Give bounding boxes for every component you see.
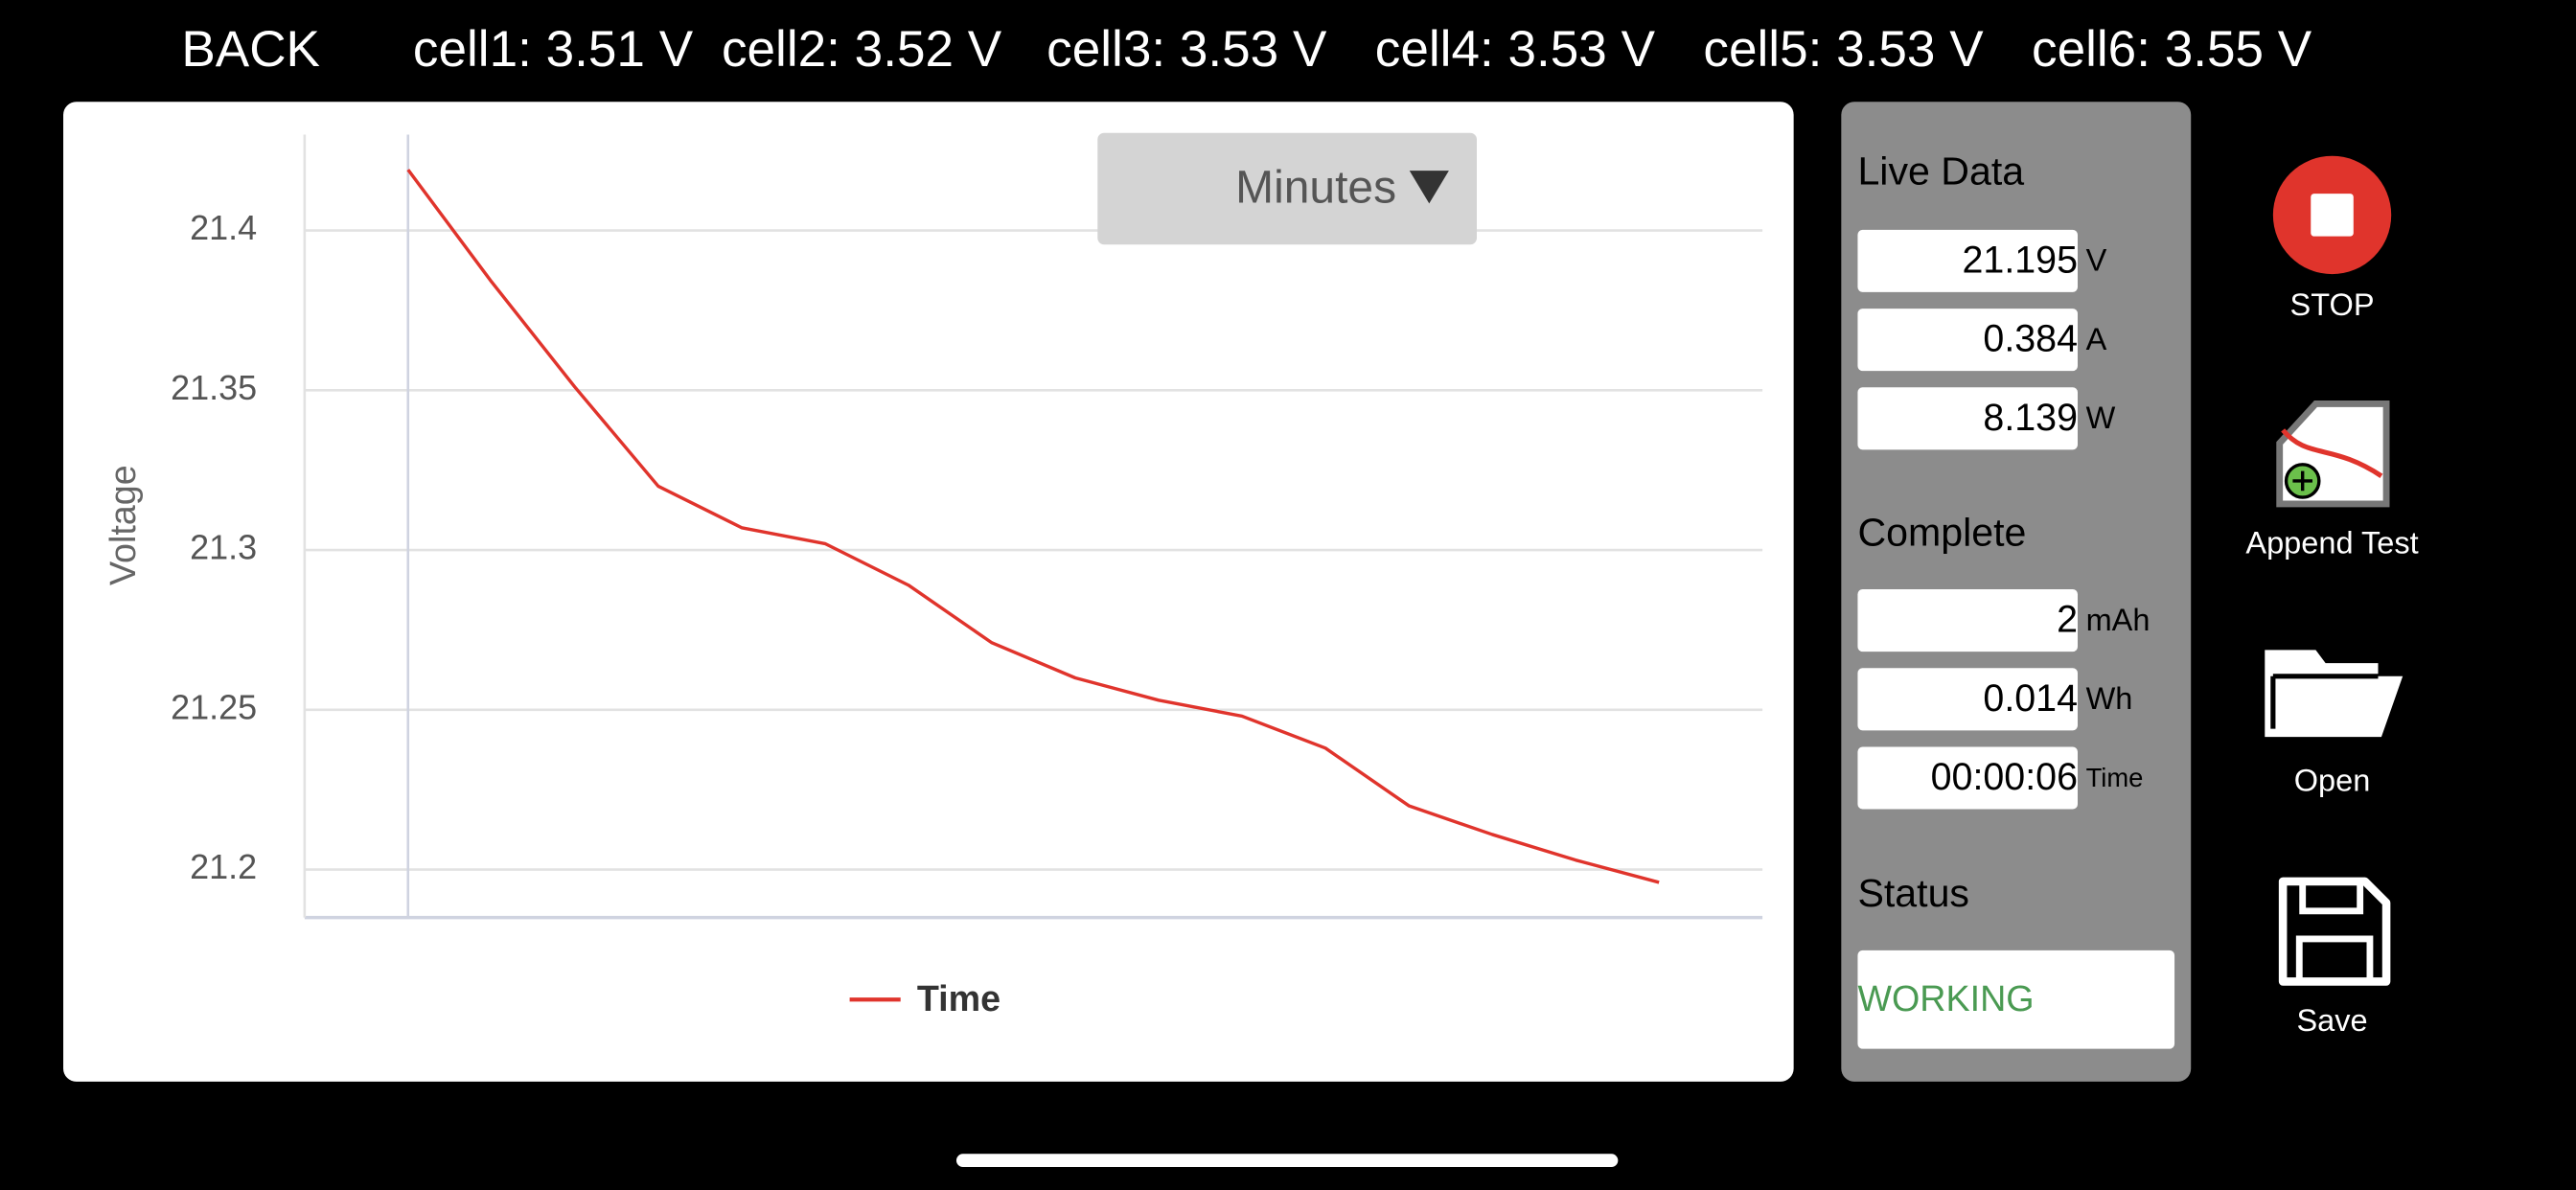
section-title: Live Data bbox=[1857, 149, 2024, 193]
save-icon-detail bbox=[2295, 881, 2374, 982]
dropdown-arrow bbox=[1409, 171, 1449, 204]
save-label[interactable]: Save bbox=[2296, 1003, 2367, 1038]
value-field bbox=[1857, 229, 2079, 292]
y-tick-label: 21.2 bbox=[190, 847, 257, 886]
y-tick-label: 21.3 bbox=[190, 528, 257, 567]
cell-voltage: cell3: 3.53 V bbox=[1046, 21, 1327, 78]
y-axis-label: Voltage bbox=[103, 465, 143, 585]
cell-voltage: cell2: 3.52 V bbox=[722, 21, 1002, 78]
value-text: 0.384 bbox=[1983, 318, 2078, 360]
append-curve bbox=[2281, 428, 2383, 478]
y-tick-label: 21.4 bbox=[190, 208, 257, 247]
home-indicator bbox=[955, 1154, 1619, 1168]
data-line bbox=[406, 169, 1660, 884]
units-dropdown[interactable] bbox=[1097, 132, 1478, 245]
unit-label: A bbox=[2086, 322, 2107, 356]
y-tick-label: 21.35 bbox=[171, 368, 257, 407]
unit-label: Wh bbox=[2086, 681, 2133, 716]
value-text: 0.014 bbox=[1983, 677, 2078, 720]
append-plus-sign bbox=[2292, 470, 2312, 492]
open-label[interactable]: Open bbox=[2294, 764, 2371, 798]
y-tick-label: 21.25 bbox=[171, 687, 257, 726]
stop-square bbox=[2311, 194, 2354, 237]
status-box bbox=[1857, 950, 2175, 1049]
append-label[interactable]: Append Test bbox=[2245, 525, 2418, 560]
cell-voltage: cell1: 3.51 V bbox=[413, 21, 694, 78]
unit-label: W bbox=[2086, 400, 2116, 435]
value-text: 2 bbox=[2057, 599, 2078, 641]
value-text: 8.139 bbox=[1983, 397, 2078, 439]
value-field bbox=[1857, 668, 2079, 731]
value-text: 00:00:06 bbox=[1931, 756, 2078, 798]
value-field bbox=[1857, 387, 2079, 450]
section-title: Status bbox=[1857, 871, 1969, 915]
unit-label: Time bbox=[2086, 763, 2144, 792]
save-icon[interactable] bbox=[2278, 877, 2391, 986]
unit-label: V bbox=[2086, 243, 2107, 278]
status-text: WORKING bbox=[1857, 978, 2034, 1018]
cell-voltage: cell4: 3.53 V bbox=[1375, 21, 1656, 78]
value-text: 21.195 bbox=[1963, 240, 2078, 282]
unit-label: mAh bbox=[2086, 603, 2150, 637]
stop-label[interactable]: STOP bbox=[2290, 287, 2375, 322]
value-field bbox=[1857, 309, 2079, 372]
open-icon[interactable] bbox=[2265, 650, 2404, 738]
dropdown-label: Minutes bbox=[1235, 162, 1396, 213]
value-field bbox=[1857, 746, 2079, 810]
chart-card bbox=[63, 102, 1794, 1082]
back-button[interactable]: BACK bbox=[181, 21, 320, 78]
legend-label: Time bbox=[917, 978, 1000, 1018]
section-title: Complete bbox=[1857, 510, 2026, 554]
open-icon-detail bbox=[2270, 674, 2379, 729]
cell-voltage: cell5: 3.53 V bbox=[1703, 21, 1984, 78]
value-field bbox=[1857, 589, 2079, 652]
cell-voltage: cell6: 3.55 V bbox=[2032, 21, 2312, 78]
